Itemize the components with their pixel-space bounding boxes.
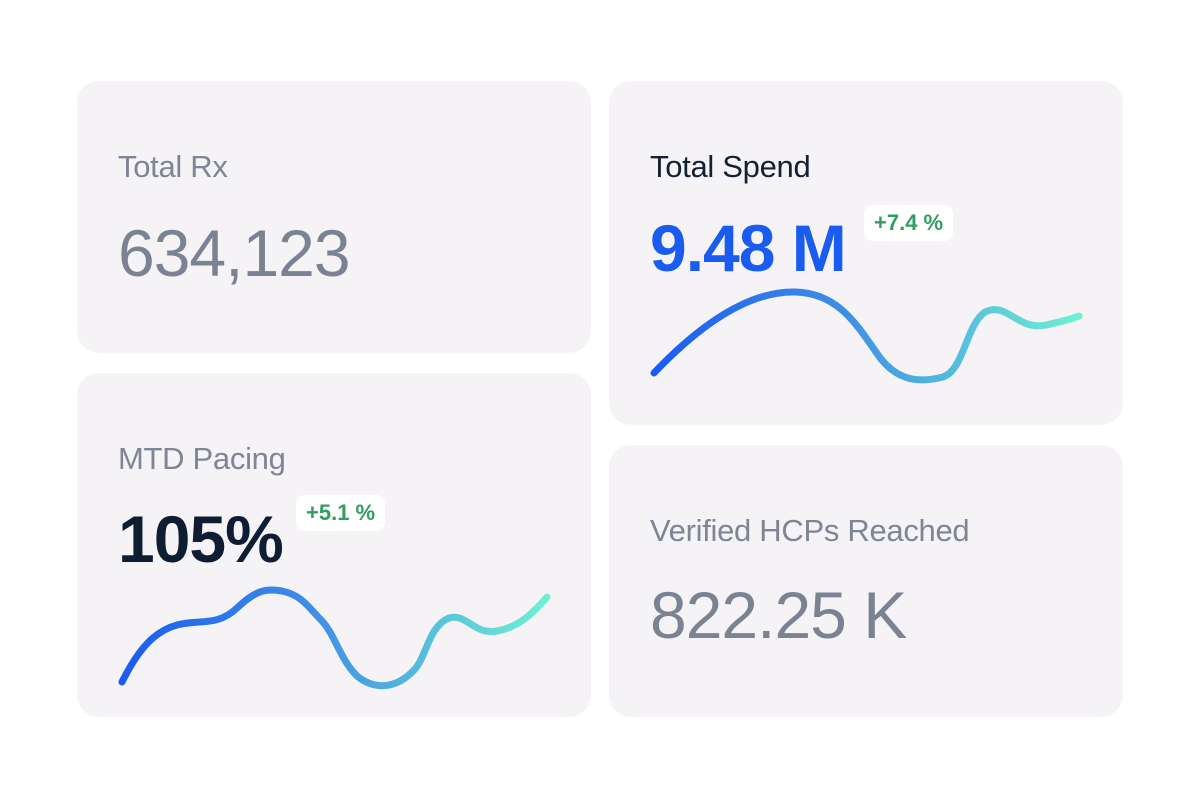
mtd-pacing-label: MTD Pacing (118, 441, 286, 476)
verified-hcps-card[interactable]: Verified HCPs Reached 822.25 K (609, 445, 1123, 717)
verified-hcps-value: 822.25 K (650, 578, 907, 652)
total-spend-sparkline (650, 288, 1083, 384)
mtd-pacing-card[interactable]: MTD Pacing 105% +5.1 % (77, 373, 591, 717)
verified-hcps-label: Verified HCPs Reached (650, 513, 970, 548)
total-spend-value: 9.48 M (650, 211, 847, 285)
total-spend-card[interactable]: Total Spend 9.48 M +7.4 % (609, 81, 1123, 425)
total-spend-change-badge: +7.4 % (864, 205, 954, 241)
total-rx-label: Total Rx (118, 149, 228, 184)
mtd-pacing-value: 105% (118, 502, 284, 576)
mtd-pacing-sparkline (118, 586, 551, 690)
mtd-pacing-change-badge: +5.1 % (296, 495, 386, 531)
total-spend-label: Total Spend (650, 149, 811, 184)
total-rx-card[interactable]: Total Rx 634,123 (77, 81, 591, 353)
total-rx-value: 634,123 (118, 216, 351, 290)
mtd-pacing-sparkline-line (118, 586, 551, 690)
total-spend-sparkline-line (650, 288, 1083, 384)
